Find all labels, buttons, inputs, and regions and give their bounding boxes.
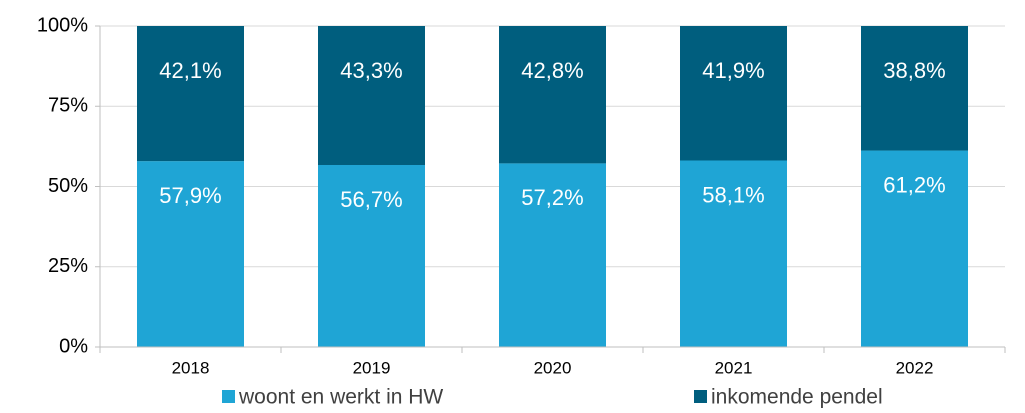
bar-segment [861, 150, 968, 347]
x-tick-label: 2020 [534, 358, 572, 377]
bar-segment [318, 164, 425, 347]
legend-swatch [222, 390, 235, 403]
data-label: 42,1% [159, 58, 221, 83]
bar-segment [680, 160, 787, 347]
data-label: 41,9% [702, 58, 764, 83]
x-tick-label: 2019 [353, 358, 391, 377]
data-label: 61,2% [883, 172, 945, 197]
x-tick-label: 2022 [896, 358, 934, 377]
bar-segment [499, 163, 606, 347]
data-label: 38,8% [883, 58, 945, 83]
y-tick-label: 0% [59, 335, 88, 357]
data-label: 42,8% [521, 58, 583, 83]
bar-segment [318, 26, 425, 165]
bar-segment [137, 26, 244, 162]
y-tick-label: 75% [48, 95, 88, 117]
legend-label: woont en werkt in HW [238, 386, 443, 409]
bar-segment [137, 161, 244, 347]
legend-label: inkomende pendel [711, 386, 883, 409]
data-label: 57,2% [521, 185, 583, 210]
data-label: 56,7% [340, 187, 402, 212]
y-tick-label: 100% [37, 14, 88, 36]
bar-segment [861, 26, 968, 151]
bar-segment [680, 26, 787, 161]
data-label: 43,3% [340, 58, 402, 83]
data-label: 57,9% [159, 183, 221, 208]
legend-swatch [694, 390, 707, 403]
x-tick-label: 2021 [715, 358, 753, 377]
y-tick-label: 50% [48, 175, 88, 197]
bar-segment [499, 26, 606, 164]
x-tick-label: 2018 [172, 358, 210, 377]
y-tick-label: 25% [48, 255, 88, 277]
data-label: 58,1% [702, 182, 764, 207]
